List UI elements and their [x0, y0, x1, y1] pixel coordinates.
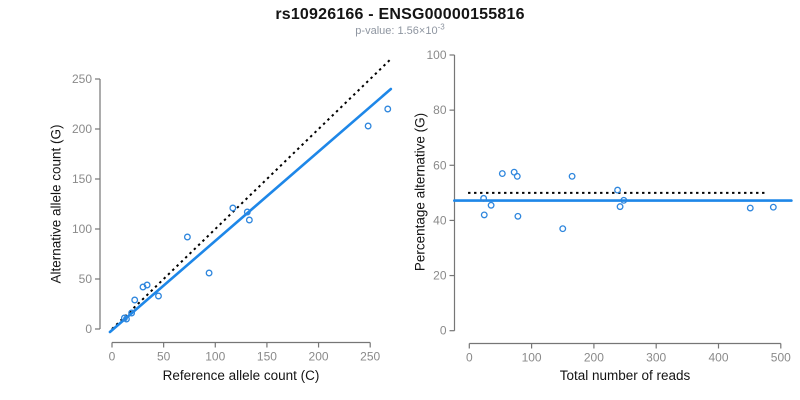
- y-tick-label: 80: [433, 103, 447, 117]
- data-point: [514, 212, 522, 220]
- data-point: [364, 122, 372, 130]
- x-tick-label: 100: [205, 350, 225, 364]
- x-tick-label: 400: [708, 351, 728, 365]
- x-tick-label: 200: [584, 351, 604, 365]
- y-tick-label: 250: [72, 72, 92, 86]
- left-yaxis-title: Alternative allele count (G): [48, 124, 64, 284]
- x-tick-label: 50: [157, 350, 171, 364]
- data-point: [513, 172, 521, 180]
- right-plot: 0 100 200 300 400 500 0 20 40 60 80 100: [426, 48, 793, 365]
- data-point: [559, 225, 567, 233]
- identity-line: [111, 57, 393, 330]
- x-tick-label: 100: [522, 351, 542, 365]
- left-xaxis-title: Reference allele count (C): [162, 368, 320, 383]
- x-tick-label: 0: [109, 350, 116, 364]
- y-tick-label: 40: [433, 213, 447, 227]
- data-point: [498, 170, 506, 178]
- pvalue-text: p-value: 1.56×10: [355, 25, 438, 37]
- data-point: [245, 216, 253, 224]
- y-tick-label: 20: [433, 269, 447, 283]
- data-point: [480, 194, 488, 202]
- data-point: [155, 292, 162, 300]
- pvalue-exponent: -3: [437, 22, 445, 32]
- data-point: [143, 281, 151, 289]
- y-tick-label: 100: [426, 48, 446, 62]
- y-tick-label: 50: [79, 272, 93, 286]
- y-tick-label: 100: [72, 222, 92, 236]
- y-tick-label: 150: [72, 172, 92, 186]
- data-point: [616, 203, 624, 211]
- x-tick-label: 150: [257, 350, 277, 364]
- y-tick-label: 200: [72, 122, 92, 136]
- data-point: [183, 233, 191, 241]
- data-point: [128, 309, 136, 317]
- data-point: [243, 208, 251, 216]
- data-point: [480, 211, 488, 219]
- data-point: [568, 172, 576, 180]
- data-point: [131, 296, 139, 304]
- data-point: [229, 204, 237, 212]
- x-tick-label: 300: [646, 351, 666, 365]
- right-yaxis-title: Percentage alternative (G): [412, 112, 428, 272]
- y-tick-label: 60: [433, 158, 447, 172]
- data-point: [620, 196, 628, 204]
- data-point: [769, 203, 777, 211]
- x-tick-label: 200: [309, 350, 329, 364]
- plot-subtitle: p-value: 1.56×10-3: [0, 22, 800, 37]
- left-plot: 0 50 100 150 200 250 0 50 100 150 200 250: [72, 57, 393, 364]
- right-xaxis-title: Total number of reads: [559, 368, 691, 383]
- data-point: [384, 105, 392, 113]
- plot-title: rs10926166 - ENSG00000155816: [275, 6, 525, 23]
- data-point: [746, 204, 754, 212]
- x-tick-label: 0: [466, 351, 473, 365]
- x-tick-label: 500: [771, 351, 791, 365]
- x-tick-label: 250: [360, 350, 380, 364]
- y-tick-label: 0: [440, 324, 447, 338]
- data-point: [487, 201, 495, 209]
- data-point: [123, 315, 130, 323]
- data-point: [205, 269, 213, 277]
- data-point: [614, 186, 622, 194]
- y-tick-label: 0: [85, 322, 92, 336]
